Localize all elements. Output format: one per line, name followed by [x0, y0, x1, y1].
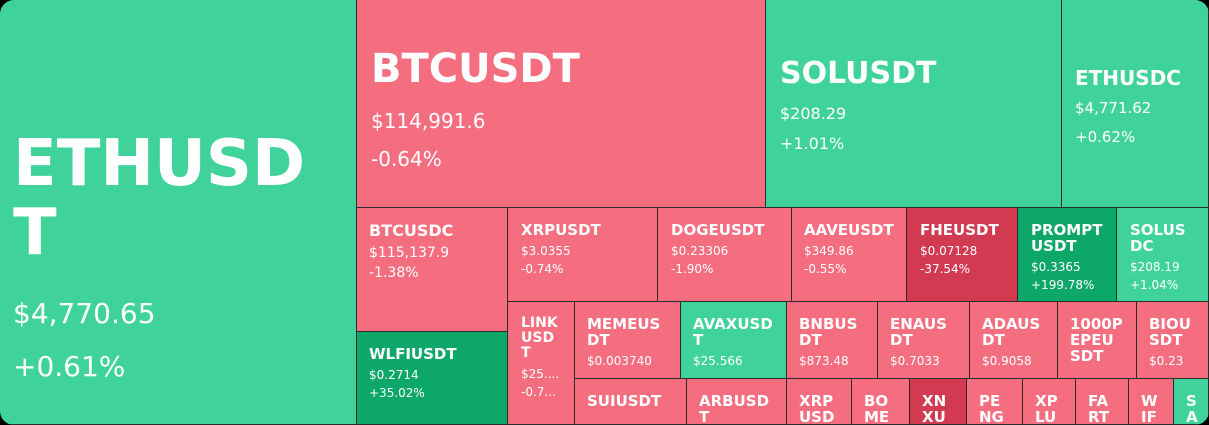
tile-change: +0.61%	[13, 350, 126, 384]
tile-dogeusdt[interactable]: DOGEUSDT $0.23306 -1.90%	[658, 208, 792, 302]
tile-symbol: PROMPTUSDT	[1031, 221, 1103, 256]
tile-symbol: MEMEUSDT	[587, 315, 661, 350]
tile-price: $25....	[521, 367, 560, 382]
tile-symbol: AVAXUSDT	[693, 315, 773, 350]
tile-btcusdc[interactable]: BTCUSDC $115,137.9 -1.38%	[357, 208, 508, 332]
tile-ethusdt[interactable]: ETHUSDT $4,770.65 +0.61%	[0, 0, 357, 425]
tile-price: $0.23	[1149, 354, 1184, 369]
tile-linkusdt[interactable]: LINKUSDT $25.... -0.7...	[508, 302, 575, 425]
tile-price: $0.9058	[982, 354, 1032, 369]
tile-change: +0.62%	[1075, 127, 1136, 146]
tile-change: -0.7...	[521, 385, 556, 400]
tile-change: +199.78%	[1031, 278, 1095, 293]
tile-memeusdt[interactable]: MEMEUSDT $0.003740	[575, 302, 681, 379]
tile-xrpusdc[interactable]: XRPUSDC	[787, 379, 852, 425]
tile-price: $0.2714	[369, 368, 419, 383]
tile-symbol: BOME	[864, 392, 890, 425]
tile-arbusdt[interactable]: ARBUSDT	[687, 379, 787, 425]
tile-symbol: ETHUSDC	[1075, 66, 1181, 90]
tile-price: $349.86	[804, 244, 854, 259]
tile-symbol: DOGEUSDT	[671, 221, 765, 239]
tile-bome[interactable]: BOME	[852, 379, 910, 425]
tile-fheusdt[interactable]: FHEUSDT $0.07128 -37.54%	[907, 208, 1018, 302]
tile-symbol: LINKUSDT	[521, 315, 558, 362]
tile-change: +1.01%	[780, 134, 845, 154]
tile-price: $208.29	[780, 104, 847, 124]
tile-symbol: ETHUSDT	[13, 127, 306, 271]
tile-biousdt[interactable]: BIOUSDT $0.23	[1137, 302, 1209, 379]
tile-enausdt[interactable]: ENAUSDT $0.7033	[878, 302, 970, 379]
tile-symbol: WIF	[1141, 392, 1158, 425]
tile-promptusdt[interactable]: PROMPTUSDT $0.3365 +199.78%	[1018, 208, 1117, 302]
tile-symbol: SOLUSDT	[780, 56, 937, 91]
tile-symbol: BTCUSDT	[371, 46, 580, 92]
tile-symbol: PENG	[979, 392, 1004, 425]
tile-bnbusdt[interactable]: BNBUSDT $873.48	[787, 302, 878, 379]
tile-price: $0.23306	[671, 244, 729, 259]
tile-change: -37.54%	[920, 262, 971, 277]
tile-btcusdt[interactable]: BTCUSDT $114,991.6 -0.64%	[357, 0, 766, 208]
tile-price: $0.7033	[890, 354, 940, 369]
tile-change: -0.55%	[804, 262, 847, 277]
tile-price: $115,137.9	[369, 245, 450, 262]
tile-price: $3.0355	[521, 244, 571, 259]
tile-change: -0.64%	[371, 147, 442, 172]
tile-symbol: AAVEUSDT	[804, 221, 894, 239]
tile-avaxusdt[interactable]: AVAXUSDT $25.566	[681, 302, 787, 379]
tile-price: $0.07128	[920, 244, 978, 259]
tile-aaveusdt[interactable]: AAVEUSDT $349.86 -0.55%	[792, 208, 907, 302]
tile-symbol: ENAUSDT	[890, 315, 947, 350]
tile-wif[interactable]: WIF	[1129, 379, 1174, 425]
tile-symbol: ADAUSDT	[982, 315, 1041, 350]
tile-sa[interactable]: SA	[1174, 379, 1209, 425]
tile-suiusdt[interactable]: SUIUSDT	[575, 379, 687, 425]
tile-symbol: XPLU	[1035, 392, 1058, 425]
tile-fart[interactable]: FART	[1076, 379, 1129, 425]
tile-symbol: 1000PEPEUSDT	[1070, 315, 1123, 366]
tile-symbol: FART	[1088, 392, 1110, 425]
tile-symbol: FHEUSDT	[920, 221, 999, 239]
tile-symbol: XRPUSDT	[521, 221, 601, 239]
tile-solusdt[interactable]: SOLUSDT $208.29 +1.01%	[766, 0, 1062, 208]
tile-symbol: BTCUSDC	[369, 221, 454, 240]
tile-symbol: XRPUSDC	[799, 392, 835, 425]
tile-adausdt[interactable]: ADAUSDT $0.9058	[970, 302, 1058, 379]
tile-price: $4,770.65	[13, 297, 156, 331]
tile-symbol: BIOUSDT	[1149, 315, 1191, 350]
tile-xnxu[interactable]: XNXU	[910, 379, 967, 425]
tile-xplu[interactable]: XPLU	[1023, 379, 1076, 425]
tile-change: -0.74%	[521, 262, 564, 277]
tile-price: $25.566	[693, 354, 743, 369]
tile-symbol: XNXU	[922, 392, 947, 425]
tile-symbol: BNBUSDT	[799, 315, 858, 350]
tile-symbol: SA	[1186, 392, 1198, 425]
tile-1000pepeusdt[interactable]: 1000PEPEUSDT	[1058, 302, 1137, 379]
tile-symbol: ARBUSDT	[699, 392, 770, 425]
tile-price: $114,991.6	[371, 109, 486, 134]
tile-symbol: WLFIUSDT	[369, 345, 457, 363]
tile-price: $208.19	[1130, 260, 1180, 275]
tile-xrpusdt[interactable]: XRPUSDT $3.0355 -0.74%	[508, 208, 658, 302]
tile-ethusdc[interactable]: ETHUSDC $4,771.62 +0.62%	[1062, 0, 1209, 208]
tile-change: -1.38%	[369, 265, 419, 282]
tile-symbol: SOLUSDC	[1130, 221, 1186, 256]
tile-change: -1.90%	[671, 262, 714, 277]
tile-price: $4,771.62	[1075, 98, 1152, 117]
tile-wlfiusdt[interactable]: WLFIUSDT $0.2714 +35.02%	[357, 332, 508, 425]
tile-symbol: SUIUSDT	[587, 392, 662, 410]
tile-peng[interactable]: PENG	[967, 379, 1023, 425]
tile-price: $0.3365	[1031, 260, 1081, 275]
tile-solusdc[interactable]: SOLUSDC $208.19 +1.04%	[1117, 208, 1209, 302]
tile-price: $0.003740	[587, 354, 652, 369]
tile-change: +35.02%	[369, 386, 425, 401]
tile-change: +1.04%	[1130, 278, 1179, 293]
tile-price: $873.48	[799, 354, 849, 369]
